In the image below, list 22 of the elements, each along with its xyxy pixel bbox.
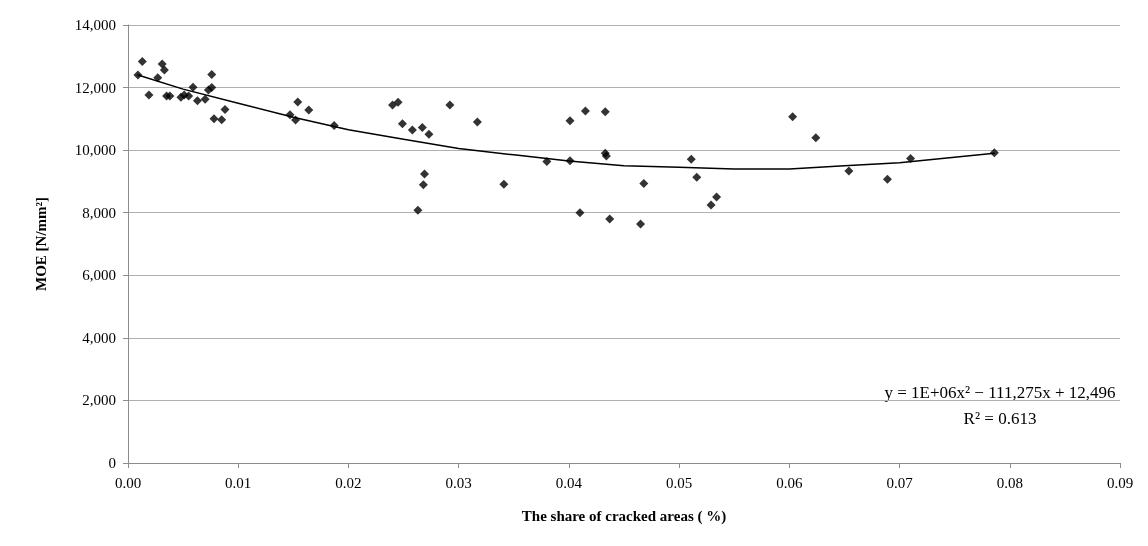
x-tick-label: 0.06 [776, 474, 803, 491]
y-axis-title: MOE [N/mm²] [32, 196, 49, 292]
y-tick-label: 12,000 [74, 79, 116, 96]
y-tick-label: 6,000 [82, 267, 116, 284]
y-tick-label: 0 [108, 455, 116, 471]
x-tick-label: 0.05 [665, 474, 693, 491]
y-tick-label: 8,000 [82, 204, 116, 221]
x-tick-label: 0.04 [555, 474, 583, 491]
annotation: y = 1E+06x² − 111,275x + 12,496 [884, 382, 1116, 402]
y-tick-label: 10,000 [74, 142, 116, 159]
x-tick-label: 0.02 [335, 474, 362, 491]
x-tick-label: 0.09 [1106, 474, 1134, 491]
x-tick-label: 0.01 [225, 474, 252, 491]
y-tick-label: 4,000 [82, 329, 116, 346]
annotation: R² = 0.613 [963, 408, 1037, 428]
x-axis-title: The share of cracked areas ( %) [521, 507, 727, 525]
x-tick-label: 0.00 [114, 474, 142, 491]
y-tick-label: 14,000 [74, 17, 116, 33]
x-tick-label: 0.07 [886, 474, 914, 491]
y-tick-label: 2,000 [82, 392, 116, 409]
x-tick-label: 0.03 [445, 474, 472, 491]
x-tick-label: 0.08 [996, 474, 1023, 491]
